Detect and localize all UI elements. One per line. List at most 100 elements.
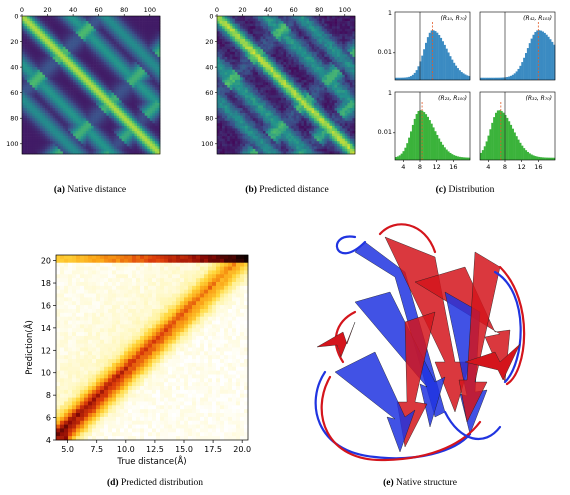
heatmap-cell (47, 115, 51, 119)
heatmap-cell (106, 51, 110, 55)
heatmap-cell (344, 97, 348, 101)
heatmap-cell (65, 64, 69, 68)
heatmap-cell (129, 82, 133, 86)
heatmap-cell (349, 23, 353, 27)
heatmap-cell (268, 87, 271, 91)
heatmap-cell (32, 46, 36, 50)
heatmap-cell (316, 100, 320, 104)
heatmap-cell (149, 26, 153, 30)
heatmap-cell (298, 82, 302, 86)
heatmap-cell (149, 105, 153, 109)
heatmap-cell (91, 31, 94, 35)
heatmap-cell (47, 31, 51, 35)
heatmap-cell (278, 90, 282, 93)
heatmap-cell (147, 90, 151, 93)
heatmap-cell (139, 59, 143, 63)
heatmap-cell (319, 49, 323, 53)
heatmap-cell (339, 79, 343, 83)
heatmap-cell (131, 100, 135, 104)
heatmap-cell (240, 18, 243, 22)
heatmap-cell (47, 138, 51, 142)
heatmap-cell (147, 77, 151, 81)
heatmap-cell (280, 92, 284, 96)
heatmap-cell (52, 56, 56, 60)
heatmap-cell (85, 49, 89, 53)
heatmap-cell (339, 74, 343, 78)
heatmap-cell (352, 105, 356, 109)
heatmap-cell (60, 36, 64, 40)
heatmap-cell (311, 16, 315, 19)
heatmap-cell (65, 82, 69, 86)
heatmap-cell (134, 105, 138, 109)
heatmap-cell (255, 36, 259, 40)
heatmap-cell (50, 131, 53, 134)
heatmap-cell (78, 36, 82, 40)
heatmap-cell (334, 105, 338, 109)
heatmap-cell (131, 90, 135, 93)
heatmap-cell (260, 85, 264, 88)
heatmap-cell (147, 59, 151, 63)
heatmap-cell (47, 23, 51, 27)
heatmap-cell (280, 69, 284, 73)
heatmap-cell (252, 110, 256, 114)
heatmap-cell (96, 85, 99, 88)
heatmap-cell (324, 54, 328, 58)
heatmap-cell (252, 69, 256, 73)
heatmap-cell (275, 90, 279, 93)
heatmap-cell (296, 90, 300, 93)
heatmap-cell (265, 51, 269, 55)
heatmap-cell (114, 90, 117, 93)
heatmap-cell (260, 28, 264, 32)
heatmap-cell (255, 69, 259, 73)
heatmap-cell (83, 151, 87, 155)
heatmap-cell (39, 74, 43, 78)
heatmap-cell (78, 16, 82, 19)
heatmap-cell (131, 59, 135, 63)
heatmap-cell (29, 131, 33, 134)
heatmap-cell (293, 41, 297, 45)
heatmap-cell (268, 64, 271, 68)
heatmap-cell (22, 36, 25, 40)
heatmap-cell (29, 62, 33, 65)
heatmap-cell (224, 100, 228, 104)
heatmap-cell (217, 39, 220, 42)
heatmap-cell (298, 33, 302, 37)
heatmap-cell (106, 113, 110, 116)
heatmap-cell (260, 51, 264, 55)
heatmap-cell (137, 151, 140, 155)
heatmap-cell (22, 23, 25, 27)
heatmap-cell (111, 36, 115, 40)
heatmap-cell (24, 21, 28, 24)
heatmap-cell (291, 85, 294, 88)
heatmap-cell (311, 69, 315, 73)
heatmap-cell (268, 102, 271, 106)
heatmap-cell (144, 123, 148, 127)
heatmap-cell (126, 44, 130, 47)
heatmap-cell (27, 138, 30, 142)
heatmap-cell (224, 59, 228, 63)
heatmap-cell (255, 95, 259, 99)
heatmap-cell (263, 105, 266, 109)
heatmap-cell (332, 39, 335, 42)
heatmap-cell (283, 59, 287, 63)
heatmap-cell (352, 36, 356, 40)
heatmap-cell (144, 21, 148, 24)
heatmap-cell (296, 31, 300, 35)
heatmap-cell (144, 97, 148, 101)
heatmap-cell (324, 69, 328, 73)
heatmap-cell (250, 82, 254, 86)
heatmap-cell (339, 100, 343, 104)
heatmap-cell (106, 148, 110, 152)
heatmap-cell (108, 82, 112, 86)
heatmap-cell (121, 46, 125, 50)
heatmap-cell (255, 85, 259, 88)
heatmap-cell (288, 49, 292, 53)
heatmap-cell (144, 125, 148, 129)
heatmap-cell (45, 28, 48, 32)
heatmap-cell (137, 46, 140, 50)
heatmap-cell (352, 108, 356, 111)
heatmap-cell (111, 115, 115, 119)
heatmap-cell (149, 77, 153, 81)
heatmap-cell (116, 118, 120, 122)
heatmap-cell (52, 146, 56, 150)
